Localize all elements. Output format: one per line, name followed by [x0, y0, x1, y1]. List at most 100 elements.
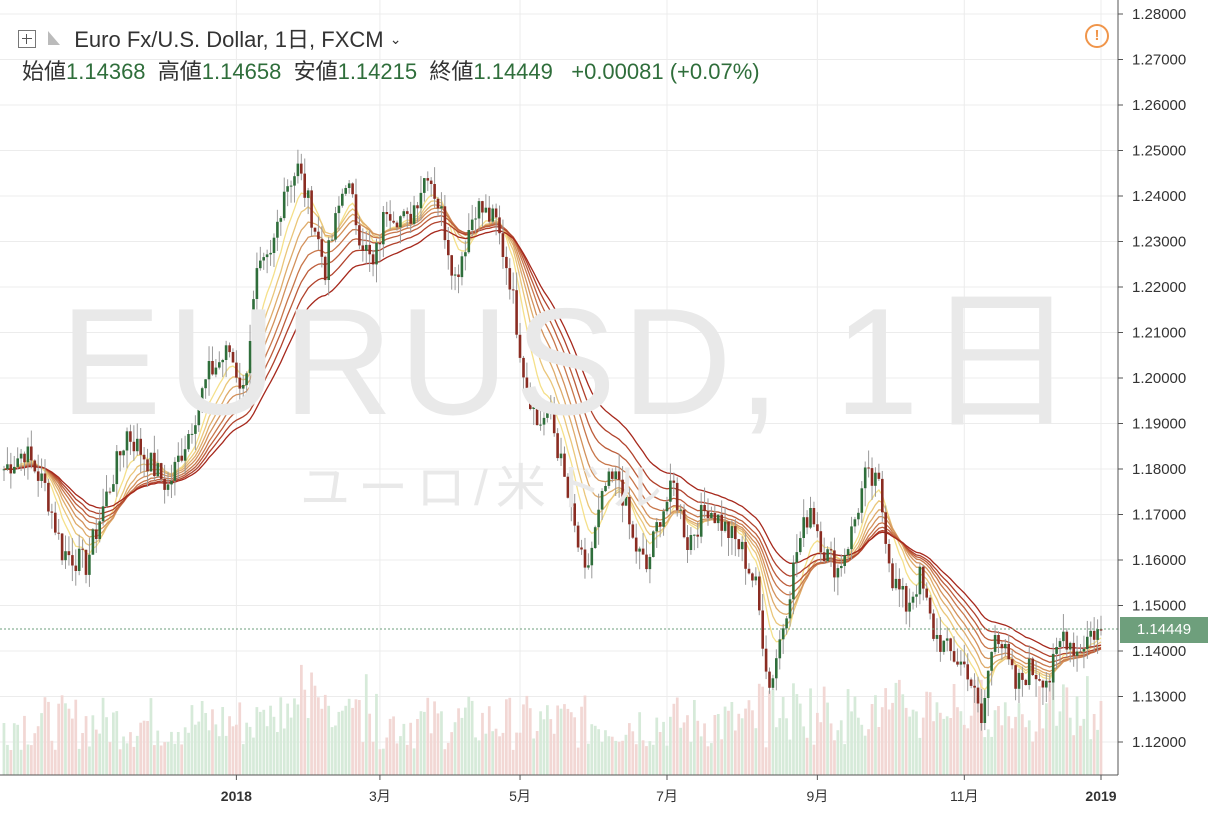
volume-bar — [1096, 729, 1099, 775]
close-value: 1.14449 — [473, 59, 553, 84]
volume-bar — [238, 702, 242, 775]
x-tick-label: 2018 — [221, 788, 252, 804]
candle — [570, 497, 573, 522]
volume-bar — [679, 727, 683, 775]
volume-bar — [621, 740, 624, 775]
candle — [1038, 673, 1041, 682]
candle — [816, 512, 819, 538]
candle — [583, 537, 587, 579]
volume-bar — [19, 749, 23, 775]
candle — [132, 425, 136, 461]
candle — [310, 186, 313, 237]
candle — [371, 249, 375, 277]
candle — [64, 535, 67, 569]
x-tick-label: 2019 — [1085, 788, 1116, 804]
low-label: 安値 — [293, 59, 338, 84]
volume-bar — [426, 697, 430, 775]
volume-bar — [966, 728, 970, 775]
candle — [833, 537, 836, 592]
volume-bar — [891, 702, 894, 775]
candle — [710, 506, 713, 521]
candle — [385, 201, 389, 227]
volume-bar — [727, 710, 730, 775]
candle — [115, 445, 119, 497]
volume-bar — [648, 741, 652, 775]
volume-bar — [730, 702, 734, 775]
candle — [334, 206, 337, 243]
volume-bar — [761, 686, 765, 775]
candle — [730, 520, 734, 555]
expand-icon[interactable] — [18, 30, 36, 49]
candle — [952, 636, 956, 663]
candle — [173, 457, 177, 496]
interval[interactable]: 1日 — [274, 27, 310, 52]
candle — [573, 493, 576, 533]
volume-bar — [669, 716, 672, 775]
candle — [170, 464, 173, 498]
warning-icon[interactable]: ! — [1085, 24, 1109, 48]
candle — [518, 322, 522, 363]
moving-average-line — [3, 192, 1102, 691]
volume-bar — [416, 719, 419, 775]
candle — [597, 493, 600, 545]
volume-bar — [105, 717, 108, 775]
candle — [426, 171, 430, 192]
candle — [36, 454, 40, 497]
candle — [942, 640, 946, 655]
candle — [761, 593, 764, 657]
x-tick-label: 9月 — [806, 788, 828, 804]
volume-bar — [207, 730, 211, 775]
volume-bar — [450, 732, 454, 775]
volume-bar — [30, 745, 33, 775]
volume-bar — [781, 697, 785, 775]
candle — [337, 196, 341, 231]
candle — [214, 359, 218, 378]
volume-bar — [327, 705, 331, 775]
volume-bar — [6, 744, 9, 775]
volume-bar — [399, 736, 402, 775]
volume-bar — [460, 717, 464, 775]
volume-bar — [857, 717, 860, 775]
candle — [306, 187, 310, 215]
candle — [423, 178, 426, 202]
candle — [272, 233, 276, 268]
volume-bar — [1041, 728, 1045, 775]
candle — [358, 215, 361, 250]
volume-bar — [901, 694, 905, 775]
candle — [276, 209, 279, 251]
candle — [611, 468, 614, 483]
volume-bar — [429, 733, 433, 775]
volume-bar — [740, 718, 744, 775]
volume-bar — [163, 742, 167, 775]
volume-bar — [1051, 673, 1055, 775]
volume-bar — [272, 716, 276, 775]
candle — [935, 618, 939, 652]
chevron-down-icon[interactable]: ⌄ — [389, 31, 402, 47]
exchange[interactable]: FXCM — [321, 27, 384, 52]
candle — [511, 272, 515, 304]
candle — [1062, 614, 1065, 649]
candle — [877, 463, 881, 482]
volume-bar — [874, 695, 877, 775]
volume-bar — [245, 722, 249, 775]
candle — [293, 172, 296, 203]
symbol-name[interactable]: Euro Fx/U.S. Dollar — [74, 27, 263, 52]
candle — [146, 448, 149, 487]
candle — [259, 246, 262, 271]
volume-bar — [788, 739, 792, 775]
low-value: 1.14215 — [337, 59, 418, 84]
candle — [887, 539, 891, 573]
volume-bar — [388, 718, 392, 775]
volume-bar — [822, 686, 826, 775]
candle — [809, 496, 812, 530]
candle — [539, 409, 542, 431]
volume-bar — [600, 741, 604, 775]
volume-bar — [675, 697, 679, 775]
volume-bar — [686, 715, 689, 775]
volume-bar — [392, 716, 395, 775]
candle — [932, 609, 935, 642]
volume-bar — [306, 718, 310, 775]
volume-bar — [378, 749, 382, 775]
candle — [894, 562, 898, 591]
